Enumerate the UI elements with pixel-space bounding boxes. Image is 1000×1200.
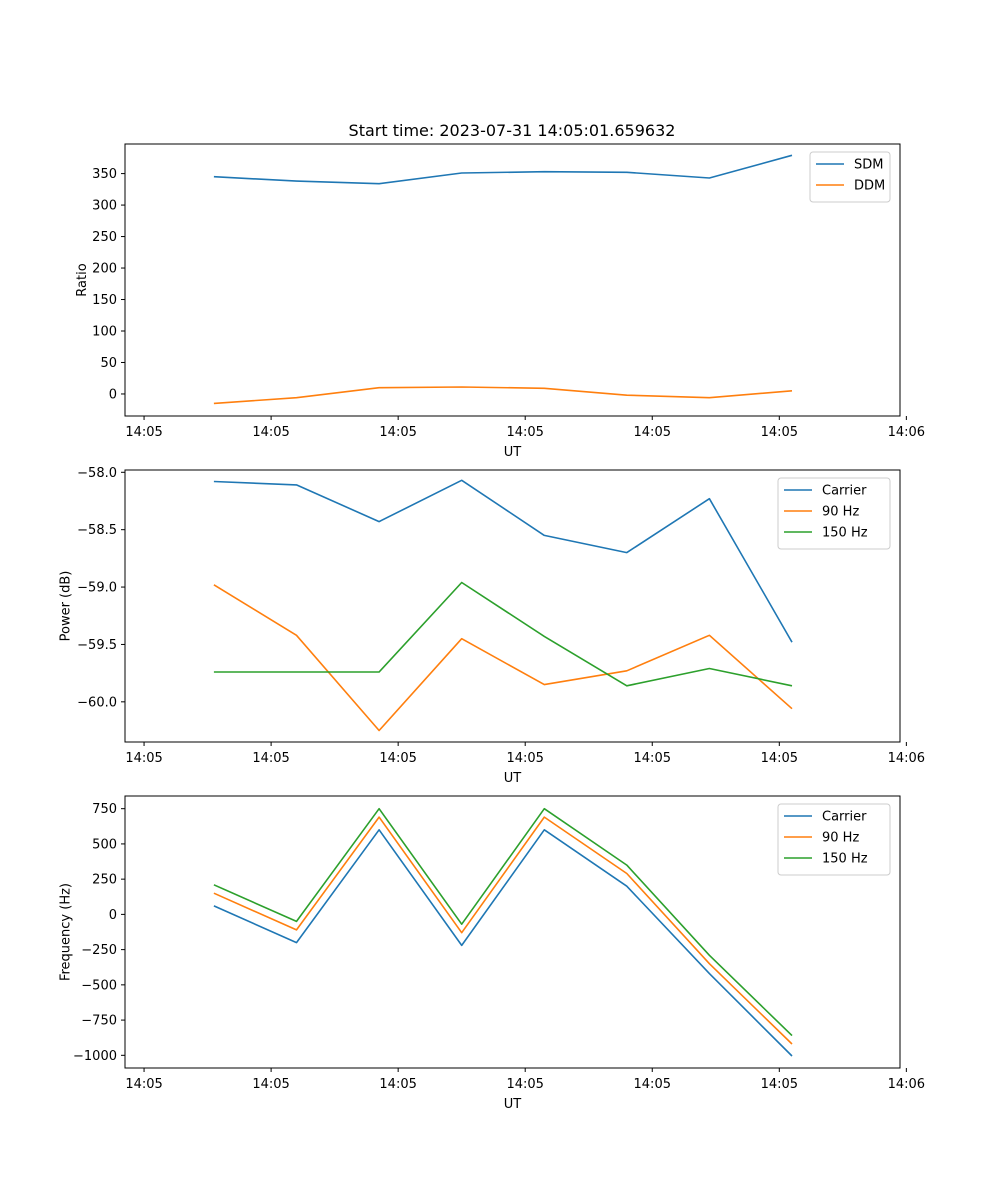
series-line-carrier <box>213 479 793 643</box>
x-tick-label: 14:05 <box>761 425 798 440</box>
x-tick-label: 14:05 <box>125 751 162 766</box>
x-tick-label: 14:05 <box>761 751 798 766</box>
y-tick-label: 200 <box>92 262 117 277</box>
panels: 14:05 14:05 14:05 14:05 14:05 14:05 14:06 0 50 10… <box>59 143 926 1112</box>
x-axis-label: UT <box>504 771 522 786</box>
x-tick-label: 14:05 <box>634 1077 671 1092</box>
y-tick-label: −60.0 <box>77 695 117 710</box>
x-axis-label: UT <box>504 1097 522 1112</box>
legend: Carrier 90 Hz 150 Hz <box>777 477 891 550</box>
y-tick-label: −59.0 <box>77 581 117 596</box>
y-tick-label: −750 <box>81 1014 117 1029</box>
y-axis-label: Ratio <box>75 263 90 296</box>
y-tick-label: −58.0 <box>77 466 117 481</box>
y-tick-label: −500 <box>81 978 117 993</box>
y-tick-label: −250 <box>81 943 117 958</box>
x-tick-label: 14:05 <box>379 1077 416 1092</box>
x-tick-label: 14:05 <box>506 1077 543 1092</box>
x-axis-label: UT <box>504 445 522 460</box>
legend-label: DDM <box>854 179 885 194</box>
y-tick-label: 350 <box>92 167 117 182</box>
y-tick-label: −1000 <box>73 1049 117 1064</box>
y-tick-label: 250 <box>92 873 117 888</box>
x-tick-label: 14:05 <box>634 751 671 766</box>
chart-title: Start time: 2023-07-31 14:05:01.659632 <box>349 121 676 140</box>
y-tick-label: 300 <box>92 199 117 214</box>
y-tick-label: 750 <box>92 802 117 817</box>
y-tick-label: 500 <box>92 837 117 852</box>
x-tick-label: 14:05 <box>252 751 289 766</box>
series-line-90-hz <box>213 584 793 732</box>
subplot-1: 14:05 14:05 14:05 14:05 14:05 14:05 14:06 0 50 10… <box>75 143 925 460</box>
y-tick-label: 150 <box>92 293 117 308</box>
subplot-2: 14:05 14:05 14:05 14:05 14:05 14:05 14:06 −60.0… <box>59 466 926 786</box>
legend-label: Carrier <box>822 810 867 825</box>
series-line-carrier <box>213 828 793 1057</box>
axes-frame <box>124 795 901 1069</box>
x-tick-label: 14:05 <box>252 1077 289 1092</box>
x-tick-label: 14:05 <box>379 751 416 766</box>
x-tick-label: 14:05 <box>506 425 543 440</box>
y-axis-label: Frequency (Hz) <box>59 883 74 981</box>
x-tick-label: 14:05 <box>252 425 289 440</box>
series-line-90-hz <box>213 816 793 1045</box>
y-tick-label: −58.5 <box>77 523 117 538</box>
legend-label: 90 Hz <box>822 831 859 846</box>
x-tick-label: 14:05 <box>506 751 543 766</box>
subplot-3: 14:05 14:05 14:05 14:05 14:05 14:05 14:06 −1000… <box>59 795 925 1112</box>
x-tick-label: 14:05 <box>761 1077 798 1092</box>
y-tick-label: 250 <box>92 230 117 245</box>
legend-label: 150 Hz <box>822 852 868 867</box>
series-line-ddm <box>213 386 793 405</box>
legend: SDM DDM <box>809 151 891 203</box>
series-line-150-hz <box>213 807 793 1037</box>
legend-label: Carrier <box>822 484 867 499</box>
y-tick-label: 0 <box>109 387 117 402</box>
legend-label: 90 Hz <box>822 505 859 520</box>
x-tick-label: 14:06 <box>888 751 925 766</box>
y-axis-label: Power (dB) <box>59 571 74 642</box>
x-tick-label: 14:05 <box>634 425 671 440</box>
legend: Carrier 90 Hz 150 Hz <box>777 803 891 876</box>
axes-frame <box>124 469 901 743</box>
series-line-150-hz <box>213 581 793 687</box>
x-tick-label: 14:05 <box>125 1077 162 1092</box>
y-tick-label: 0 <box>109 908 117 923</box>
y-tick-label: −59.5 <box>77 638 117 653</box>
series-line-sdm <box>213 154 793 185</box>
y-tick-label: 50 <box>100 356 117 371</box>
axes-frame <box>124 143 901 417</box>
x-tick-label: 14:06 <box>888 1077 925 1092</box>
legend-label: SDM <box>854 158 883 173</box>
legend-label: 150 Hz <box>822 526 868 541</box>
x-tick-label: 14:06 <box>888 425 925 440</box>
x-tick-label: 14:05 <box>379 425 416 440</box>
x-tick-label: 14:05 <box>125 425 162 440</box>
y-tick-label: 100 <box>92 325 117 340</box>
